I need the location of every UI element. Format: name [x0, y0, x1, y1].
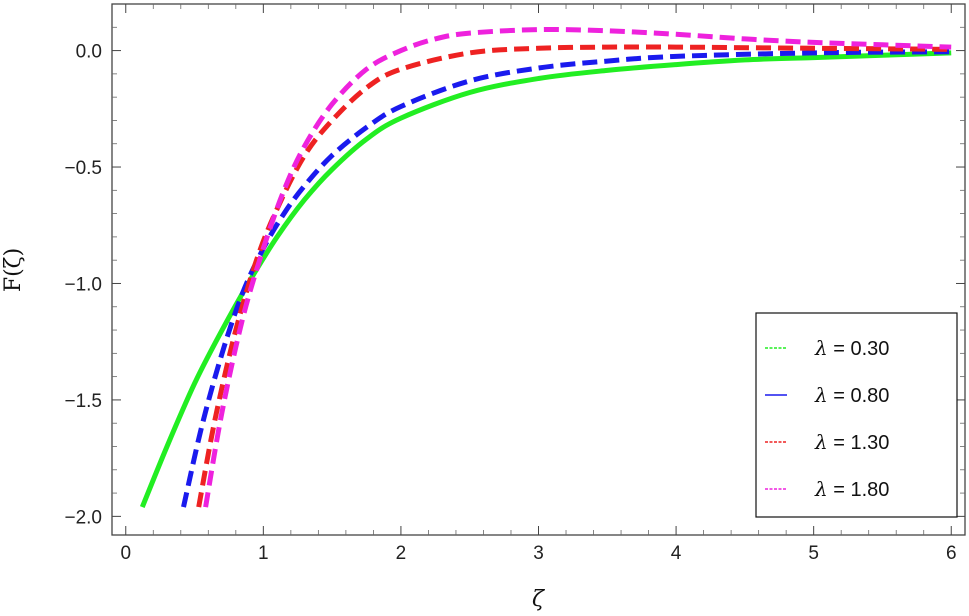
legend-label-0: λ = 0.30 — [814, 336, 889, 360]
legend-value: = 1.30 — [828, 432, 890, 454]
x-axis-ticks: 0 1 2 3 4 5 6 — [120, 4, 957, 564]
series-layer — [139, 26, 952, 509]
y-axis-ticks: −2.0 −1.5 −1.0 −0.5 0.0 — [64, 26, 965, 528]
series-line-2 — [196, 44, 952, 508]
x-tick-label: 3 — [533, 543, 544, 564]
legend-symbol: λ — [814, 336, 828, 360]
legend-symbol: λ — [814, 477, 828, 501]
x-tick-label: 6 — [946, 543, 957, 564]
legend-box — [755, 312, 958, 518]
series-line-3 — [203, 26, 952, 508]
legend-symbol: λ — [814, 383, 828, 407]
x-axis-label: ζ — [532, 587, 546, 612]
y-tick-label: −0.5 — [64, 158, 102, 179]
legend-label-2: λ = 1.30 — [814, 430, 889, 454]
legend-value: = 1.80 — [828, 479, 890, 501]
x-tick-label: 4 — [671, 543, 682, 564]
legend-label-1: λ = 0.80 — [814, 383, 889, 407]
y-tick-label: −2.0 — [64, 507, 102, 528]
series-line-0 — [139, 50, 952, 509]
series-line-1 — [181, 49, 952, 508]
y-tick-label: 0.0 — [76, 42, 102, 63]
legend-value: = 0.80 — [828, 385, 890, 407]
y-tick-label: −1.0 — [64, 274, 102, 295]
y-axis-label: F(ζ) — [1, 248, 26, 292]
legend-value: = 0.30 — [828, 338, 890, 360]
x-tick-label: 2 — [396, 543, 407, 564]
y-tick-label: −1.5 — [64, 391, 102, 412]
x-tick-label: 1 — [258, 543, 269, 564]
legend: λ = 0.30λ = 0.80λ = 1.30λ = 1.80 — [755, 312, 958, 518]
legend-symbol: λ — [814, 430, 828, 454]
x-tick-label: 0 — [120, 543, 131, 564]
legend-label-3: λ = 1.80 — [814, 477, 889, 501]
x-tick-label: 5 — [808, 543, 819, 564]
